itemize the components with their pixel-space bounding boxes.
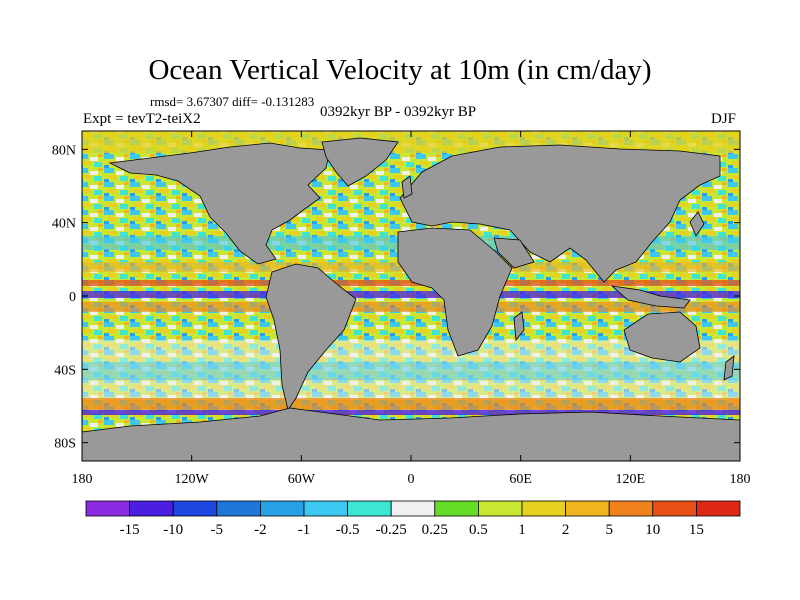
land-eurasia [399, 144, 721, 283]
equator-upwelling-band [82, 280, 740, 286]
colorbar-level-label: -10 [163, 522, 183, 538]
colorbar-level-label: -2 [254, 522, 267, 538]
map-plot-area [82, 131, 740, 461]
colorbar-level-label: 15 [689, 522, 704, 538]
lat-tick-label: 40N [52, 217, 76, 232]
colorbar-level-label: -0.5 [336, 522, 360, 538]
land-greenland [321, 137, 399, 187]
lat-tick-label: 0 [69, 290, 76, 305]
colorbar-level-label: -15 [120, 522, 140, 538]
latitude-axis: 80N 40N 0 40S 80S [52, 143, 740, 452]
colorbar-swatch [85, 500, 130, 517]
land-japan [689, 211, 705, 237]
land-arabia [493, 237, 535, 269]
experiment-label: Expt = tevT2-teiX2 [83, 111, 201, 127]
antarctic-orange-band [82, 398, 740, 410]
colorbar-level-label: 0.25 [422, 522, 448, 538]
lat-tick-label: 80S [54, 437, 76, 452]
colorbar-level-label: 1 [518, 522, 526, 538]
season-label: DJF [711, 111, 737, 127]
land-south-america [265, 263, 357, 411]
antarctic-purple-band [82, 410, 740, 415]
land-madagascar [513, 311, 525, 342]
lon-tick-label: 60W [288, 472, 316, 487]
colorbar-level-label: -1 [298, 522, 311, 538]
colorbar-swatch [347, 500, 392, 517]
colorbar-swatch [652, 500, 697, 517]
colorbar-swatch [303, 500, 348, 517]
colorbar-level-label: -5 [211, 522, 224, 538]
lat-tick-label: 40S [54, 363, 76, 378]
colorbar-swatch [565, 500, 610, 517]
colorbar-swatch [390, 500, 436, 517]
land-layer [82, 137, 740, 461]
colorbar-swatch [216, 500, 261, 517]
colorbar-level-label: 10 [645, 522, 660, 538]
stats-label: rmsd= 3.67307 diff= -0.131283 [150, 94, 315, 109]
lon-tick-label: 180 [72, 472, 93, 487]
colorbar-swatch [129, 500, 174, 517]
land-africa [397, 227, 513, 357]
colorbar-level-label: 2 [562, 522, 570, 538]
colorbar-swatch [259, 500, 305, 517]
lon-tick-label: 180 [730, 472, 751, 487]
colorbar-swatch [434, 500, 479, 517]
lon-tick-label: 120E [616, 472, 646, 487]
colorbar-level-label: -0.25 [376, 522, 407, 538]
land-british-isles [401, 175, 413, 199]
colorbar-level-label: 0.5 [469, 522, 488, 538]
equator-downwelling-band [82, 291, 740, 298]
lon-tick-label: 120W [175, 472, 210, 487]
southern-cyan-band [82, 362, 740, 380]
period-label: 0392kyr BP - 0392kyr BP [320, 104, 477, 120]
lon-tick-label: 60E [509, 472, 532, 487]
land-new-zealand [723, 355, 735, 381]
land-north-america [108, 142, 331, 265]
lat-tick-label: 80N [52, 143, 76, 158]
colorbar: -15 -10 -5 -2 -1 -0.5 -0.25 0.25 0.5 1 2 5 10 15 [85, 500, 741, 538]
lon-tick-label: 0 [408, 472, 415, 487]
colorbar-swatch [696, 500, 741, 517]
colorbar-swatch [172, 500, 218, 517]
longitude-axis: 180 120W 60W 0 60E 120E 180 [72, 131, 751, 487]
colorbar-swatch [521, 500, 566, 517]
colorbar-swatch [608, 500, 654, 517]
colorbar-level-label: 5 [605, 522, 613, 538]
map-title: Ocean Vertical Velocity at 10m (in cm/da… [148, 54, 652, 86]
land-indonesia [610, 285, 691, 309]
land-antarctica [82, 407, 740, 461]
south-equator-band [82, 302, 740, 312]
land-australia [623, 311, 701, 363]
colorbar-swatch [477, 500, 523, 517]
